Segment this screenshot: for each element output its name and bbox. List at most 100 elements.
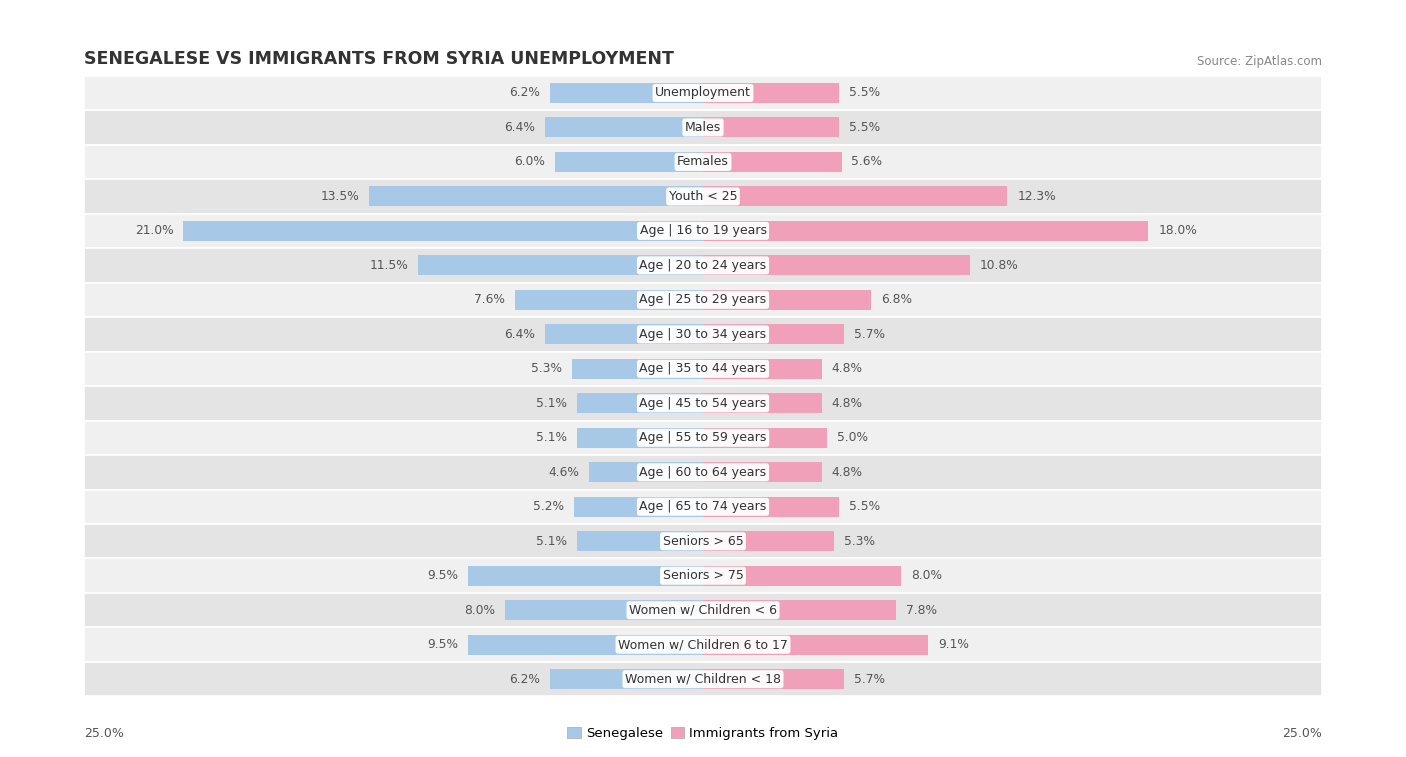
Text: 6.4%: 6.4%: [503, 121, 534, 134]
Bar: [419, 255, 703, 276]
Bar: [84, 282, 1322, 317]
Text: 5.2%: 5.2%: [533, 500, 564, 513]
Bar: [703, 359, 821, 378]
Text: 5.6%: 5.6%: [852, 155, 883, 168]
Text: Age | 60 to 64 years: Age | 60 to 64 years: [640, 466, 766, 478]
Text: 12.3%: 12.3%: [1018, 190, 1056, 203]
Text: 6.8%: 6.8%: [882, 294, 912, 307]
Text: Seniors > 75: Seniors > 75: [662, 569, 744, 582]
Bar: [84, 111, 1322, 145]
Bar: [544, 117, 703, 138]
Text: 8.0%: 8.0%: [464, 604, 495, 617]
Text: Age | 30 to 34 years: Age | 30 to 34 years: [640, 328, 766, 341]
Text: 18.0%: 18.0%: [1159, 224, 1197, 238]
Bar: [84, 351, 1322, 386]
Bar: [84, 524, 1322, 559]
Text: Age | 25 to 29 years: Age | 25 to 29 years: [640, 294, 766, 307]
Bar: [703, 497, 839, 517]
Text: 4.8%: 4.8%: [832, 397, 863, 410]
Text: Females: Females: [678, 155, 728, 168]
Text: 5.3%: 5.3%: [531, 363, 562, 375]
Text: 6.4%: 6.4%: [503, 328, 534, 341]
Text: 5.7%: 5.7%: [853, 673, 884, 686]
Bar: [84, 213, 1322, 248]
Text: 6.2%: 6.2%: [509, 86, 540, 99]
Text: Age | 20 to 24 years: Age | 20 to 24 years: [640, 259, 766, 272]
Text: Age | 55 to 59 years: Age | 55 to 59 years: [640, 431, 766, 444]
Text: 13.5%: 13.5%: [321, 190, 359, 203]
Text: 25.0%: 25.0%: [84, 727, 124, 740]
Text: 5.1%: 5.1%: [536, 397, 567, 410]
Bar: [550, 83, 703, 103]
Bar: [576, 428, 703, 448]
Legend: Senegalese, Immigrants from Syria: Senegalese, Immigrants from Syria: [562, 722, 844, 746]
Bar: [703, 463, 821, 482]
Bar: [554, 152, 703, 172]
Bar: [576, 394, 703, 413]
Bar: [550, 669, 703, 689]
Bar: [703, 600, 896, 620]
Bar: [84, 593, 1322, 628]
Text: 7.8%: 7.8%: [905, 604, 936, 617]
Text: 21.0%: 21.0%: [135, 224, 173, 238]
Text: 4.8%: 4.8%: [832, 363, 863, 375]
Text: 5.7%: 5.7%: [853, 328, 884, 341]
Text: Age | 16 to 19 years: Age | 16 to 19 years: [640, 224, 766, 238]
Text: 5.0%: 5.0%: [837, 431, 868, 444]
Bar: [574, 497, 703, 517]
Text: 6.0%: 6.0%: [513, 155, 544, 168]
Bar: [703, 117, 839, 138]
Text: Unemployment: Unemployment: [655, 86, 751, 99]
Text: Age | 35 to 44 years: Age | 35 to 44 years: [640, 363, 766, 375]
Bar: [368, 186, 703, 207]
Bar: [84, 628, 1322, 662]
Text: Source: ZipAtlas.com: Source: ZipAtlas.com: [1197, 55, 1322, 68]
Text: 11.5%: 11.5%: [370, 259, 409, 272]
Text: 4.8%: 4.8%: [832, 466, 863, 478]
Text: 9.1%: 9.1%: [938, 638, 969, 651]
Text: 25.0%: 25.0%: [1282, 727, 1322, 740]
Bar: [703, 428, 827, 448]
Text: 5.5%: 5.5%: [849, 500, 880, 513]
Bar: [572, 359, 703, 378]
Text: 5.1%: 5.1%: [536, 534, 567, 548]
Bar: [84, 248, 1322, 282]
Bar: [84, 317, 1322, 351]
Bar: [703, 669, 844, 689]
Text: 5.5%: 5.5%: [849, 86, 880, 99]
Text: 9.5%: 9.5%: [427, 569, 458, 582]
Bar: [703, 565, 901, 586]
Text: Women w/ Children < 6: Women w/ Children < 6: [628, 604, 778, 617]
Text: SENEGALESE VS IMMIGRANTS FROM SYRIA UNEMPLOYMENT: SENEGALESE VS IMMIGRANTS FROM SYRIA UNEM…: [84, 50, 675, 68]
Bar: [703, 152, 842, 172]
Text: 7.6%: 7.6%: [474, 294, 505, 307]
Text: Women w/ Children < 18: Women w/ Children < 18: [626, 673, 780, 686]
Bar: [468, 634, 703, 655]
Bar: [468, 565, 703, 586]
Text: 5.5%: 5.5%: [849, 121, 880, 134]
Text: 4.6%: 4.6%: [548, 466, 579, 478]
Text: 8.0%: 8.0%: [911, 569, 942, 582]
Bar: [576, 531, 703, 551]
Bar: [703, 394, 821, 413]
Bar: [505, 600, 703, 620]
Bar: [703, 634, 928, 655]
Bar: [84, 455, 1322, 490]
Bar: [703, 186, 1007, 207]
Text: Seniors > 65: Seniors > 65: [662, 534, 744, 548]
Bar: [84, 386, 1322, 421]
Bar: [84, 662, 1322, 696]
Text: Youth < 25: Youth < 25: [669, 190, 737, 203]
Bar: [84, 76, 1322, 111]
Text: Males: Males: [685, 121, 721, 134]
Text: 5.3%: 5.3%: [844, 534, 875, 548]
Bar: [515, 290, 703, 310]
Bar: [703, 221, 1149, 241]
Bar: [589, 463, 703, 482]
Bar: [84, 490, 1322, 524]
Bar: [703, 255, 970, 276]
Bar: [703, 324, 844, 344]
Bar: [84, 179, 1322, 213]
Bar: [183, 221, 703, 241]
Text: Women w/ Children 6 to 17: Women w/ Children 6 to 17: [619, 638, 787, 651]
